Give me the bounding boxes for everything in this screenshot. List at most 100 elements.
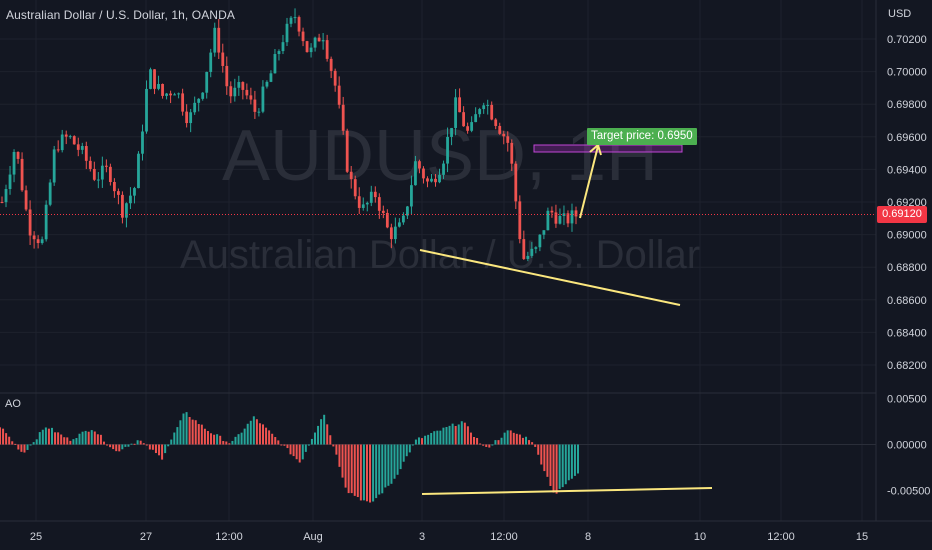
ao-bar: [479, 443, 482, 445]
candle-body: [76, 144, 80, 150]
candle-body: [133, 188, 136, 196]
candle-body: [269, 73, 273, 82]
time-tick-label: 15: [856, 531, 868, 543]
candle-body: [233, 87, 237, 97]
candle-body: [574, 210, 578, 217]
ao-bar: [102, 441, 105, 445]
ao-bar: [136, 440, 139, 445]
candle-body: [301, 31, 305, 42]
price-axis[interactable]: 0.702000.700000.698000.696000.694000.692…: [887, 34, 927, 372]
ao-bar: [54, 432, 57, 445]
ao-bar: [335, 444, 338, 455]
ao-bar: [231, 440, 234, 445]
ao-bar: [521, 437, 524, 445]
candle-body: [237, 82, 241, 88]
candle-body: [522, 239, 526, 259]
ao-bar: [399, 444, 402, 470]
ao-bar: [445, 426, 448, 445]
ao-bar: [249, 420, 252, 445]
ao-bar: [0, 427, 1, 445]
candle-body: [189, 112, 193, 124]
target-arrow[interactable]: [579, 143, 602, 219]
ao-bar: [262, 424, 265, 445]
ao-bar: [228, 443, 231, 445]
ao-bar: [121, 444, 124, 450]
ao-bar: [179, 420, 182, 445]
candle-body: [169, 93, 172, 96]
candle-body: [121, 194, 124, 218]
candle-body: [317, 37, 321, 42]
ao-bar: [115, 444, 118, 452]
candle-body: [209, 52, 213, 72]
ao-bar: [237, 434, 240, 445]
candle-body: [393, 226, 397, 240]
target-price-label[interactable]: Target price: 0.6950: [587, 128, 697, 145]
ao-bar: [185, 412, 188, 445]
candle-body: [217, 27, 221, 53]
candle-body: [329, 58, 333, 71]
candle-body: [305, 41, 309, 53]
candle-body: [92, 168, 96, 180]
ao-bar: [2, 428, 5, 445]
time-tick-label: 3: [419, 531, 425, 543]
candle-body: [145, 88, 148, 132]
candle-body: [369, 191, 373, 203]
candle-body: [181, 93, 185, 112]
candle-body: [117, 191, 120, 195]
time-tick-label: 12:00: [215, 531, 243, 543]
ao-bar: [427, 434, 430, 445]
trendline-price[interactable]: [419, 249, 681, 306]
candle-body: [8, 174, 12, 190]
ao-bar: [561, 444, 564, 488]
ao-bar: [555, 444, 558, 494]
ao-bar: [145, 444, 148, 446]
trendline-ao[interactable]: [421, 487, 713, 495]
candle-body: [546, 210, 550, 231]
candle-body: [570, 210, 574, 224]
candle-body: [478, 109, 482, 115]
ao-bar: [485, 444, 488, 447]
ao-bar: [359, 444, 362, 501]
ao-bar: [158, 444, 161, 456]
ao-bar: [57, 432, 60, 445]
ao-bar: [506, 430, 509, 445]
ao-bar: [225, 441, 228, 445]
ao-bar: [577, 444, 579, 474]
time-tick-label: 27: [140, 531, 152, 543]
candle-body: [418, 161, 421, 169]
ao-bar: [525, 436, 528, 445]
candle-body: [506, 136, 510, 143]
candle-body: [414, 161, 417, 186]
candle-body: [64, 134, 68, 137]
ao-bar: [301, 444, 304, 460]
ao-bar: [240, 432, 243, 445]
ao-indicator-label[interactable]: AO: [5, 398, 21, 410]
ao-bar: [353, 444, 356, 496]
candle-body: [345, 130, 349, 172]
candle-body: [297, 17, 301, 32]
ao-bar: [118, 444, 121, 452]
ao-bar: [295, 444, 298, 460]
price-tick-label: 0.68600: [887, 295, 927, 307]
candle-body: [72, 136, 76, 145]
candle-body: [309, 47, 313, 53]
candle-body: [365, 202, 369, 205]
ao-bar: [304, 444, 307, 452]
candle-body: [277, 51, 281, 55]
ao-bar: [494, 440, 497, 445]
candle-body: [558, 215, 562, 224]
ao-bar: [320, 419, 323, 445]
ao-axis[interactable]: 0.00500 0.00000 -0.00500: [887, 394, 930, 498]
ao-bar: [191, 419, 194, 445]
ao-bar: [75, 438, 78, 445]
ao-bar: [457, 424, 460, 445]
time-axis[interactable]: 25 27 12:00 Aug 3 12:00 8 10 12:00 15: [30, 531, 868, 543]
ao-bar: [424, 435, 427, 445]
candle-body: [205, 71, 209, 93]
ao-bar: [173, 432, 176, 445]
ao-bar: [194, 420, 197, 445]
candle-body: [84, 146, 88, 161]
ao-bar: [567, 444, 570, 481]
ao-bar: [170, 439, 173, 445]
